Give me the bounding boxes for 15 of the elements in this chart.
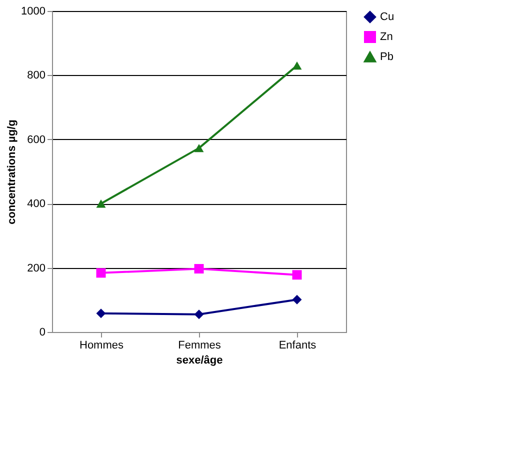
x-tick-label: Femmes [178, 340, 222, 352]
x-axis-title: sexe/âge [176, 354, 223, 366]
y-tick-label: 200 [27, 262, 46, 274]
point [194, 264, 204, 274]
legend-label: Pb [380, 51, 394, 63]
legend-label: Cu [380, 11, 394, 23]
legend-label: Zn [380, 31, 393, 43]
y-tick-label: 800 [27, 70, 46, 82]
y-axis-title: concentrations µg/g [6, 120, 18, 224]
y-tick-label: 600 [27, 134, 46, 146]
x-tick-label: Enfants [278, 340, 317, 352]
x-tick-label: Hommes [79, 340, 124, 352]
y-tick-label: 400 [27, 198, 46, 210]
y-tick-label: 0 [39, 326, 46, 338]
y-tick-label: 1000 [21, 6, 46, 18]
